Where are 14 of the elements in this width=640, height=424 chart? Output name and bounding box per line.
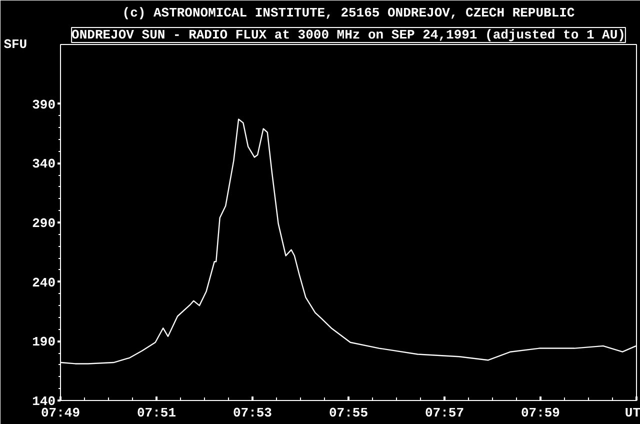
x-tick-label: 07:59 [520,406,560,420]
y-tick-label: 340 [32,156,56,172]
y-tick-label: 240 [32,275,56,290]
x-tick-label: 07:51 [136,406,176,420]
x-tick-label: UT [624,406,640,420]
y-axis-title: SFU [4,37,28,52]
y-tick-label: 190 [32,334,56,350]
y-tick-label: 390 [32,97,56,112]
x-tick-label: 07:53 [232,406,272,420]
chart-subtitle: ONDREJOV SUN - RADIO FLUX at 3000 MHz on SEP 24,1991 (adjusted to 1 AU) [72,28,626,42]
x-tick-label: 07:57 [424,406,464,420]
chart-title: (c) ASTRONOMICAL INSTITUTE, 25165 ONDREJOV, CZECH REPUBLIC [122,6,575,20]
x-tick-label: 07:55 [328,406,368,420]
y-tick-label: 290 [32,216,56,231]
